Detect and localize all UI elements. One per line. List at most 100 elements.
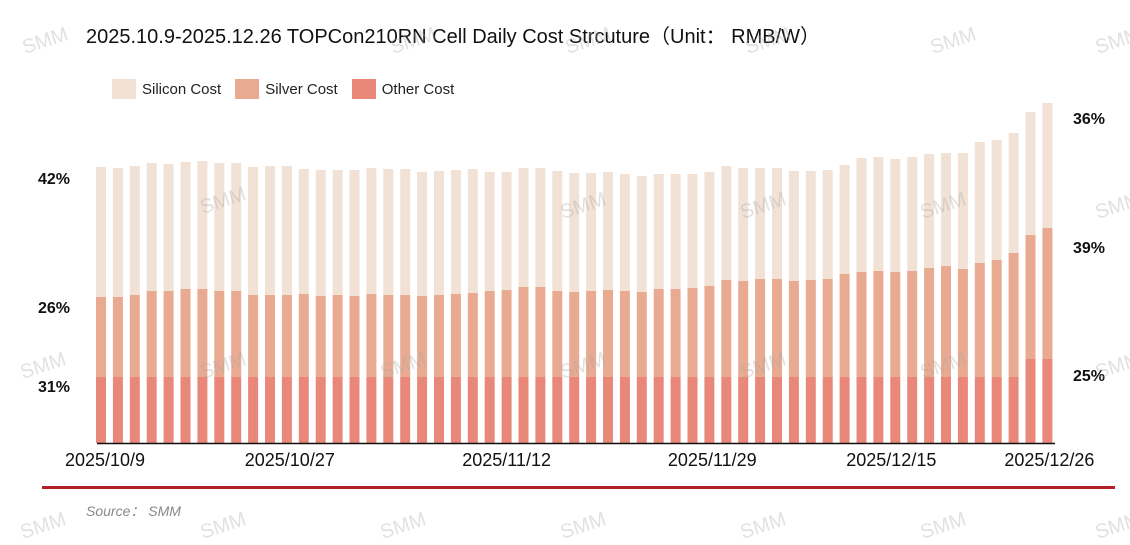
bar-silver-9 xyxy=(231,291,242,377)
bar-silicon-14 xyxy=(315,170,326,296)
bar-other-13 xyxy=(298,377,309,443)
bar-silicon-3 xyxy=(129,166,140,295)
bar-silver-21 xyxy=(434,295,444,377)
bar-silver-46 xyxy=(856,272,867,377)
bar-silicon-38 xyxy=(721,166,732,280)
bar-silver-50 xyxy=(924,268,935,377)
bar-silicon-33 xyxy=(636,176,647,292)
bar-other-22 xyxy=(450,377,461,443)
bar-other-25 xyxy=(501,377,512,443)
bar-other-43 xyxy=(805,377,816,443)
end-share-silver: 39% xyxy=(1073,240,1106,257)
bar-other-27 xyxy=(535,377,546,443)
bar-silicon-31 xyxy=(603,172,613,290)
bar-other-9 xyxy=(231,377,242,443)
bar-other-41 xyxy=(772,377,782,443)
bar-silicon-9 xyxy=(231,163,242,291)
bar-silicon-17 xyxy=(366,168,377,294)
bar-silver-49 xyxy=(907,271,918,377)
bar-silver-57 xyxy=(1042,228,1053,359)
bar-silver-14 xyxy=(315,296,326,377)
bar-silver-56 xyxy=(1025,235,1036,359)
bar-other-42 xyxy=(788,377,799,443)
bar-silver-28 xyxy=(552,291,563,377)
bar-silver-30 xyxy=(586,291,597,377)
bar-plot xyxy=(96,103,1055,445)
bar-silver-42 xyxy=(788,281,799,377)
bar-silicon-41 xyxy=(772,168,782,279)
bar-silver-55 xyxy=(1008,253,1019,377)
x-tick-label: 2025/10/9 xyxy=(64,450,146,470)
bar-silicon-49 xyxy=(907,157,918,271)
bar-silver-45 xyxy=(839,274,850,377)
bar-silver-12 xyxy=(281,295,292,377)
bar-silver-13 xyxy=(298,294,309,377)
bar-other-47 xyxy=(873,377,884,443)
bar-silver-37 xyxy=(704,286,715,377)
bar-other-26 xyxy=(518,377,529,443)
bar-silver-1 xyxy=(96,297,106,377)
bar-other-57 xyxy=(1042,359,1053,443)
start-share-silicon: 42% xyxy=(38,171,71,188)
bar-silver-4 xyxy=(146,291,157,377)
bar-silicon-32 xyxy=(619,174,630,291)
bar-other-15 xyxy=(332,377,343,443)
bar-silver-31 xyxy=(603,290,613,377)
bar-silicon-26 xyxy=(518,168,529,287)
bar-other-28 xyxy=(552,377,563,443)
bar-silver-51 xyxy=(941,266,951,377)
bar-silicon-7 xyxy=(197,161,208,289)
bar-silver-41 xyxy=(772,279,782,377)
bar-silver-52 xyxy=(957,269,968,377)
bar-silver-10 xyxy=(248,295,259,377)
x-tick-label: 2025/10/27 xyxy=(244,450,335,470)
bar-silicon-46 xyxy=(856,158,867,272)
bar-silicon-21 xyxy=(434,171,444,295)
chart-title: 2025.10.9-2025.12.26 TOPCon210RN Cell Da… xyxy=(86,26,821,48)
legend-label-silver: Silver Cost xyxy=(265,80,338,98)
bar-silver-20 xyxy=(417,296,428,377)
bar-silver-3 xyxy=(129,295,140,377)
bar-silver-18 xyxy=(383,295,394,377)
bar-other-10 xyxy=(248,377,259,443)
bar-other-34 xyxy=(653,377,664,443)
bar-other-54 xyxy=(991,377,1002,443)
bar-silver-24 xyxy=(484,291,495,377)
bar-other-17 xyxy=(366,377,377,443)
bar-silver-40 xyxy=(755,279,766,377)
legend-swatch-silicon xyxy=(112,79,136,99)
bar-silver-48 xyxy=(890,272,901,377)
bar-silver-11 xyxy=(265,295,275,377)
bar-silicon-8 xyxy=(214,163,225,291)
bar-silver-27 xyxy=(535,287,546,377)
bar-silicon-13 xyxy=(298,169,309,294)
legend-item-silver: Silver Cost xyxy=(235,79,338,99)
bar-other-39 xyxy=(738,377,749,443)
bar-silicon-20 xyxy=(417,172,428,296)
bar-silver-7 xyxy=(197,289,208,377)
bar-silicon-5 xyxy=(163,164,174,291)
legend-label-silicon: Silicon Cost xyxy=(142,80,222,98)
bar-other-40 xyxy=(755,377,766,443)
bar-silicon-2 xyxy=(112,168,123,297)
bar-other-16 xyxy=(349,377,360,443)
bar-silver-6 xyxy=(180,289,191,377)
bar-silicon-50 xyxy=(924,154,935,268)
bar-silicon-57 xyxy=(1042,103,1053,228)
bar-silver-26 xyxy=(518,287,529,377)
legend: Silicon Cost Silver Cost Other Cost xyxy=(112,79,454,99)
bar-other-49 xyxy=(907,377,918,443)
bar-silicon-42 xyxy=(788,171,799,281)
bar-other-29 xyxy=(569,377,580,443)
bar-silver-25 xyxy=(501,290,512,377)
bar-silicon-11 xyxy=(265,166,275,295)
bar-silver-38 xyxy=(721,280,732,377)
bar-other-23 xyxy=(467,377,478,443)
bar-silver-36 xyxy=(687,288,698,377)
bar-other-2 xyxy=(112,377,123,443)
bar-other-48 xyxy=(890,377,901,443)
x-tick-label: 2025/11/29 xyxy=(667,450,757,470)
bar-other-3 xyxy=(129,377,140,443)
bar-other-18 xyxy=(383,377,394,443)
bar-silicon-48 xyxy=(890,159,901,272)
